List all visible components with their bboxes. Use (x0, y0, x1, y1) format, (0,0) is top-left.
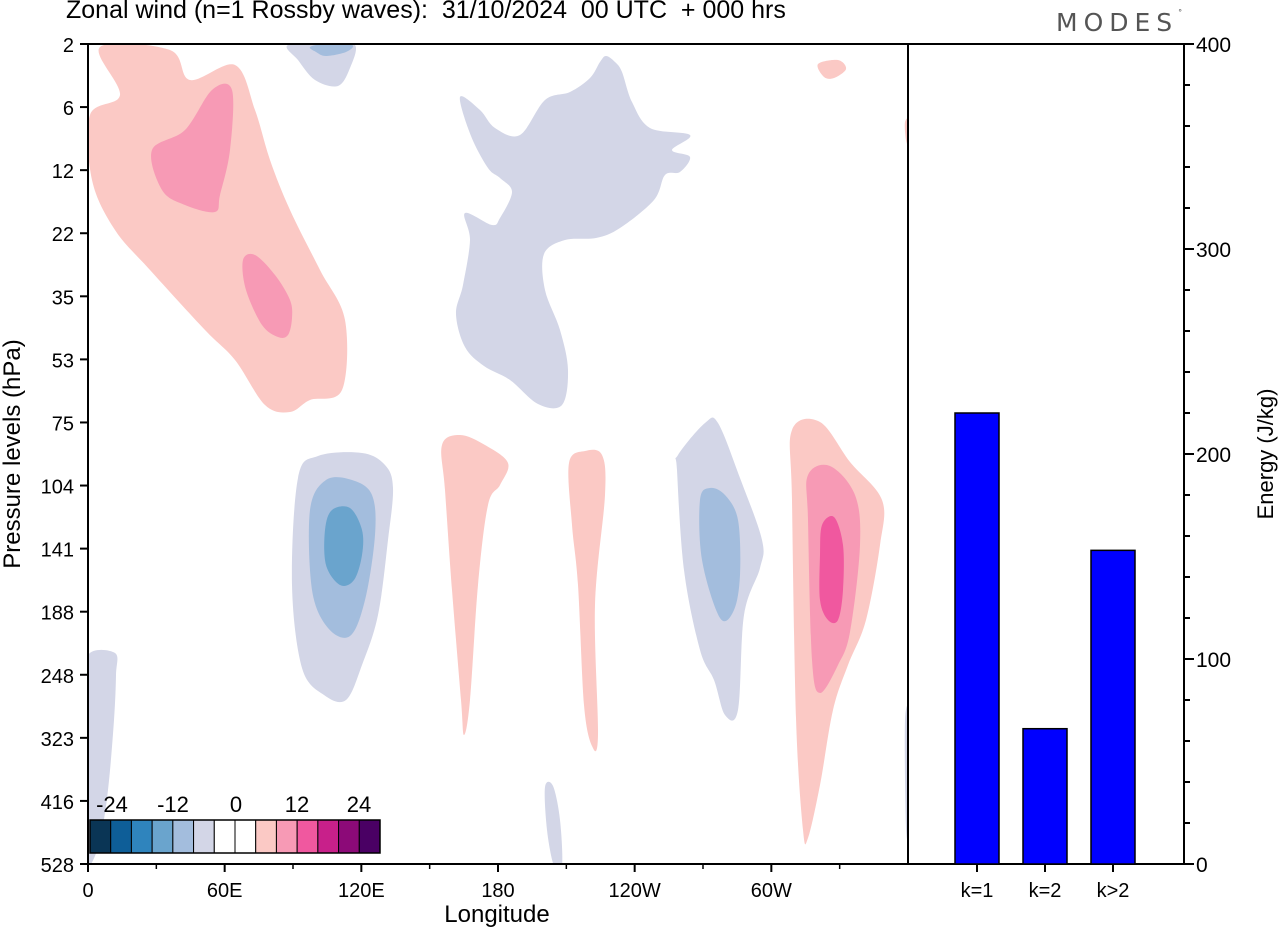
colorbar-swatch (317, 819, 340, 854)
x-axis-label: Longitude (444, 901, 549, 928)
contour-region-neg2-5 (309, 44, 354, 56)
colorbar-swatch (338, 819, 360, 854)
energy-bar-1 (954, 412, 1000, 865)
energy-tick-label: 0 (1196, 854, 1208, 877)
energy-bar-panel: k=1 k=2 k>2 0 100 200 300 400 (907, 34, 1231, 902)
colorbar-swatch (89, 819, 112, 854)
colorbar-swatch (130, 819, 153, 854)
contour-region-neg3-11 (324, 506, 364, 586)
chart-title: Zonal wind (n=1 Rossby waves): 31/10/202… (66, 0, 786, 24)
colorbar-swatch (193, 819, 215, 854)
energy-axis-label: Energy (J/kg) (1253, 389, 1278, 520)
colorbar-swatch (255, 819, 277, 854)
colorbar: -24 -12 0 12 24 (89, 792, 381, 854)
colorbar-swatch (358, 819, 381, 854)
x-tick-label: 60W (751, 880, 792, 902)
colorbar-swatch (275, 819, 298, 854)
x-tick-label: 120W (609, 880, 661, 902)
contour-region-neg1-14 (544, 781, 563, 864)
y-tick-label: 75 (52, 413, 74, 435)
modes-logo: MODES° (1056, 8, 1183, 37)
y-tick-label: 141 (41, 540, 74, 562)
x-tick-label: 60E (207, 880, 243, 902)
colorbar-label: 24 (347, 792, 371, 817)
contour-region-pos1-6 (817, 59, 847, 79)
colorbar-label: 0 (230, 792, 242, 817)
contour-region-pos2-2 (151, 83, 234, 213)
colorbar-swatch (213, 819, 236, 854)
x-tick-label: 0 (82, 880, 93, 902)
colorbar-swatch (296, 819, 319, 854)
colorbar-swatch (110, 819, 132, 854)
x-tick-label: 120E (338, 880, 385, 902)
colorbar-label: 12 (285, 792, 309, 817)
y-tick-label: 416 (41, 792, 74, 814)
bar-category-label: k=2 (1029, 880, 1062, 902)
y-tick-label: 2 (63, 35, 74, 57)
x-tick-label: 180 (481, 880, 514, 902)
contour-region-pos1-12 (441, 435, 509, 735)
colorbar-label: -12 (157, 792, 189, 817)
contour-region-pos1-13 (568, 449, 606, 752)
energy-bar-2 (1022, 727, 1068, 865)
logo-text: MODES (1056, 8, 1179, 37)
y-tick-label: 35 (52, 287, 74, 309)
bar-category-label: k=1 (961, 880, 994, 902)
y-tick-label: 528 (41, 855, 74, 877)
contour-fills (88, 44, 908, 864)
energy-tick-label: 200 (1196, 444, 1231, 467)
colorbar-swatch (234, 819, 257, 854)
colorbar-frame (89, 819, 381, 854)
energy-tick-label: 300 (1196, 239, 1231, 262)
energy-tick-label: 400 (1196, 34, 1231, 57)
contour-region-neg1-4 (286, 44, 357, 87)
contour-region-pos2-3 (242, 253, 293, 338)
y-tick-label: 6 (63, 98, 74, 120)
y-tick-label: 104 (41, 477, 74, 499)
contour-region-pos3-19 (819, 515, 844, 624)
y-axis-label: Pressure levels (hPa) (0, 339, 26, 568)
colorbar-label: -24 (96, 792, 128, 817)
y-tick-label: 323 (41, 729, 74, 751)
y-tick-label: 188 (41, 603, 74, 625)
y-tick-label: 22 (52, 224, 74, 246)
energy-tick-label: 100 (1196, 649, 1231, 672)
colorbar-swatch (151, 819, 174, 854)
contour-region-neg1-7 (455, 56, 691, 409)
y-tick-label: 12 (52, 161, 74, 183)
contour-region-neg2-16 (699, 487, 741, 622)
colorbar-swatch (172, 819, 195, 854)
bar-category-label: k>2 (1097, 880, 1130, 902)
y-tick-label: 248 (41, 666, 74, 688)
y-tick-label: 53 (52, 350, 74, 372)
energy-bar-3 (1090, 549, 1136, 865)
contour-region-neg2-0 (88, 649, 118, 864)
